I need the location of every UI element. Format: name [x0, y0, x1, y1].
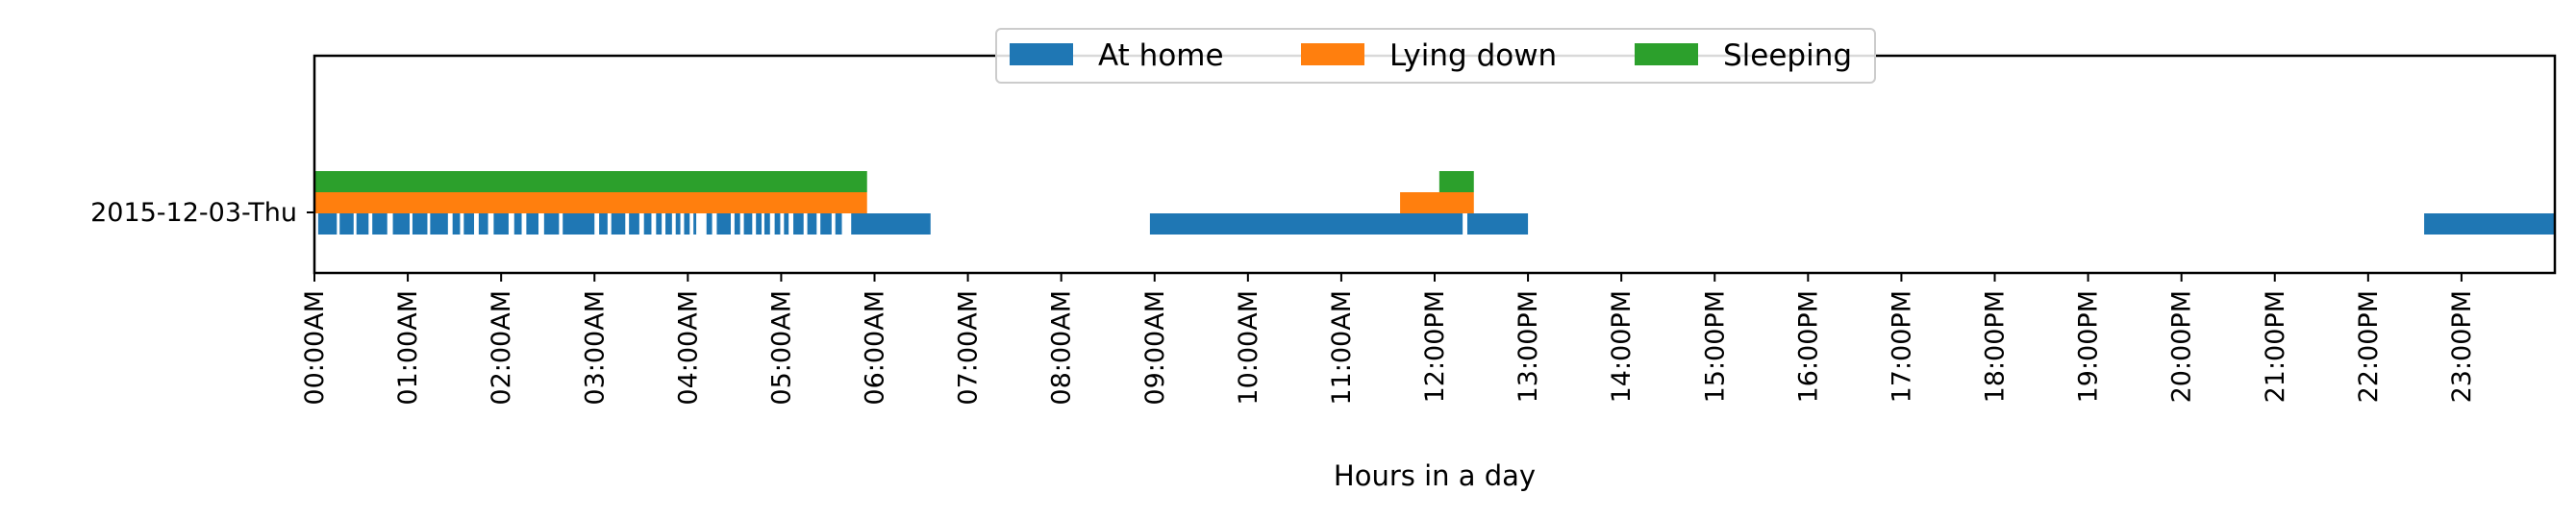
x-tick-label: 00:00AM [300, 290, 330, 406]
at-home-bar-10 [493, 213, 509, 235]
y-axis: 2015-12-03-Thu [90, 198, 314, 228]
at-home-bar-38 [1466, 213, 1529, 235]
x-tick-label: 06:00AM [861, 290, 890, 406]
x-tick-label: 22:00PM [2354, 290, 2384, 403]
x-tick-label: 03:00AM [580, 290, 610, 406]
x-axis: 00:00AM 01:00AM 02:00AM 03:00AM 04:00AM 05:00… [300, 273, 2477, 406]
legend-swatch-lying-down [1301, 43, 1364, 65]
at-home-bar-18 [643, 213, 652, 235]
at-home-bar-34 [820, 213, 832, 235]
x-tick-label: 23:00PM [2447, 290, 2477, 403]
x-tick-label: 12:00PM [1420, 290, 1450, 403]
at-home-bar-12 [526, 213, 538, 235]
at-home-bar-16 [611, 213, 626, 235]
at-home-bar-33 [807, 213, 817, 235]
at-home-bar-14 [563, 213, 595, 235]
legend-label-at-home: At home [1098, 38, 1224, 73]
at-home-bar-24 [706, 213, 713, 235]
at-home-bar-32 [793, 213, 804, 235]
x-tick-label: 20:00PM [2167, 290, 2197, 403]
at-home-bar-36 [851, 213, 931, 235]
at-home-bar-27 [743, 213, 753, 235]
x-tick-label: 19:00PM [2074, 290, 2104, 403]
sleeping-bar-1 [1438, 171, 1474, 192]
at-home-bar-21 [675, 213, 681, 235]
x-axis-label: Hours in a day [1334, 459, 1536, 492]
x-tick-label: 10:00AM [1234, 290, 1263, 406]
at-home-bar-1 [339, 213, 354, 235]
x-tick-label: 08:00AM [1047, 290, 1077, 406]
at-home-bar-0 [317, 213, 338, 235]
at-home-bar-39 [2424, 213, 2555, 235]
sleeping-bar-0 [314, 171, 867, 192]
at-home-bar-5 [412, 213, 428, 235]
at-home-bar-17 [629, 213, 639, 235]
legend-box [995, 28, 1876, 84]
at-home-bar-28 [756, 213, 763, 235]
legend: At home Lying down Sleeping [995, 28, 1876, 84]
x-tick-label: 02:00AM [487, 290, 516, 406]
at-home-bar-7 [452, 213, 461, 235]
x-tick-label: 14:00PM [1607, 290, 1637, 403]
at-home-bar-26 [734, 213, 740, 235]
at-home-bar-35 [835, 213, 842, 235]
legend-swatch-sleeping [1635, 43, 1698, 65]
at-home-bar-2 [356, 213, 369, 235]
x-tick-label: 13:00PM [1513, 290, 1543, 403]
x-tick-label: 01:00AM [393, 290, 423, 406]
x-tick-label: 04:00AM [673, 290, 703, 406]
at-home-bar-19 [656, 213, 663, 235]
x-tick-label: 11:00AM [1327, 290, 1357, 406]
at-home-bar-4 [392, 213, 411, 235]
at-home-bar-30 [774, 213, 781, 235]
x-tick-label: 17:00PM [1887, 290, 1916, 403]
at-home-bar-29 [763, 213, 770, 235]
at-home-bar-11 [513, 213, 522, 235]
x-tick-label: 16:00PM [1793, 290, 1823, 403]
at-home-bar-31 [784, 213, 789, 235]
x-tick-label: 15:00PM [1700, 290, 1730, 403]
y-tick-label: 2015-12-03-Thu [90, 198, 297, 228]
at-home-bar-20 [665, 213, 672, 235]
at-home-bar-3 [372, 213, 388, 235]
bars-layer [314, 171, 2555, 235]
x-tick-label: 05:00AM [766, 290, 796, 406]
at-home-bar-25 [716, 213, 731, 235]
at-home-bar-23 [693, 213, 697, 235]
at-home-bar-22 [684, 213, 690, 235]
plot-frame [313, 54, 2557, 275]
lying-down-bar-1 [1400, 192, 1474, 213]
lying-down-bar-0 [314, 192, 867, 213]
legend-swatch-at-home [1010, 43, 1073, 65]
at-home-bar-37 [1149, 213, 1463, 235]
at-home-bar-6 [430, 213, 448, 235]
at-home-bar-13 [543, 213, 560, 235]
x-tick-label: 07:00AM [954, 290, 984, 406]
x-tick-label: 18:00PM [1981, 290, 2011, 403]
at-home-bar-9 [478, 213, 488, 235]
x-tick-label: 21:00PM [2261, 290, 2290, 403]
at-home-bar-8 [463, 213, 475, 235]
legend-label-sleeping: Sleeping [1723, 38, 1852, 73]
legend-label-lying-down: Lying down [1389, 38, 1557, 73]
at-home-bar-15 [599, 213, 608, 235]
x-tick-label: 09:00AM [1140, 290, 1170, 406]
